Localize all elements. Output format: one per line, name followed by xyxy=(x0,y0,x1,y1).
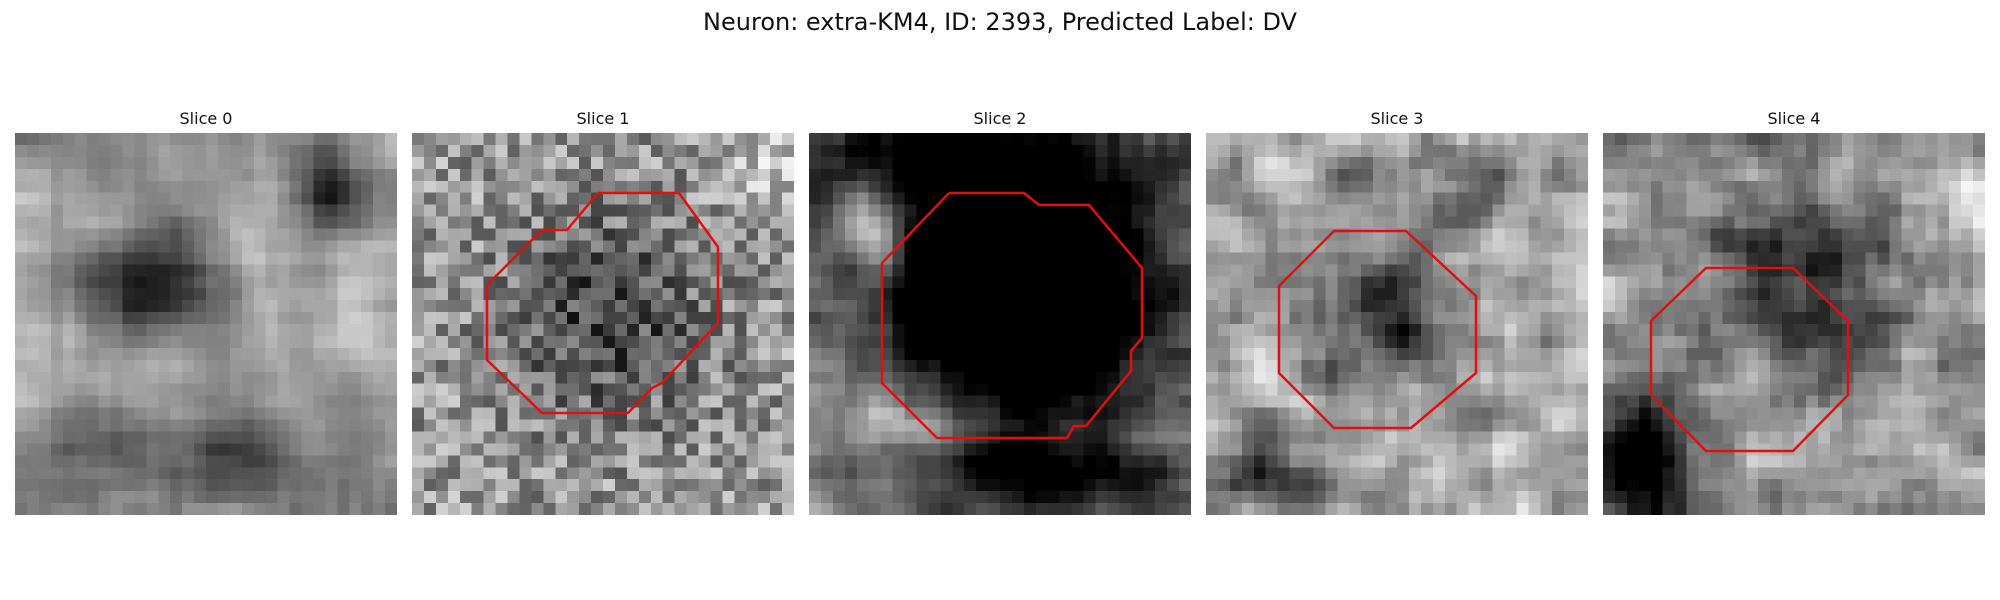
slice-panel-4: Slice 4 xyxy=(1603,108,1985,515)
slice-image-2 xyxy=(809,133,1191,515)
slice-title-1: Slice 1 xyxy=(576,109,630,128)
slice-panel-1: Slice 1 xyxy=(412,108,794,515)
slice-title-2: Slice 2 xyxy=(973,109,1027,128)
figure-title: Neuron: extra-KM4, ID: 2393, Predicted L… xyxy=(703,8,1297,36)
slice-image-3 xyxy=(1206,133,1588,515)
slice-image-4 xyxy=(1603,133,1985,515)
slice-image-1 xyxy=(412,133,794,515)
slice-title-4: Slice 4 xyxy=(1767,109,1821,128)
slice-title-3: Slice 3 xyxy=(1370,109,1424,128)
slice-image-0 xyxy=(15,133,397,515)
slice-panel-2: Slice 2 xyxy=(809,108,1191,515)
slice-panel-0: Slice 0 xyxy=(15,108,397,515)
slice-panel-3: Slice 3 xyxy=(1206,108,1588,515)
slice-title-0: Slice 0 xyxy=(179,109,233,128)
